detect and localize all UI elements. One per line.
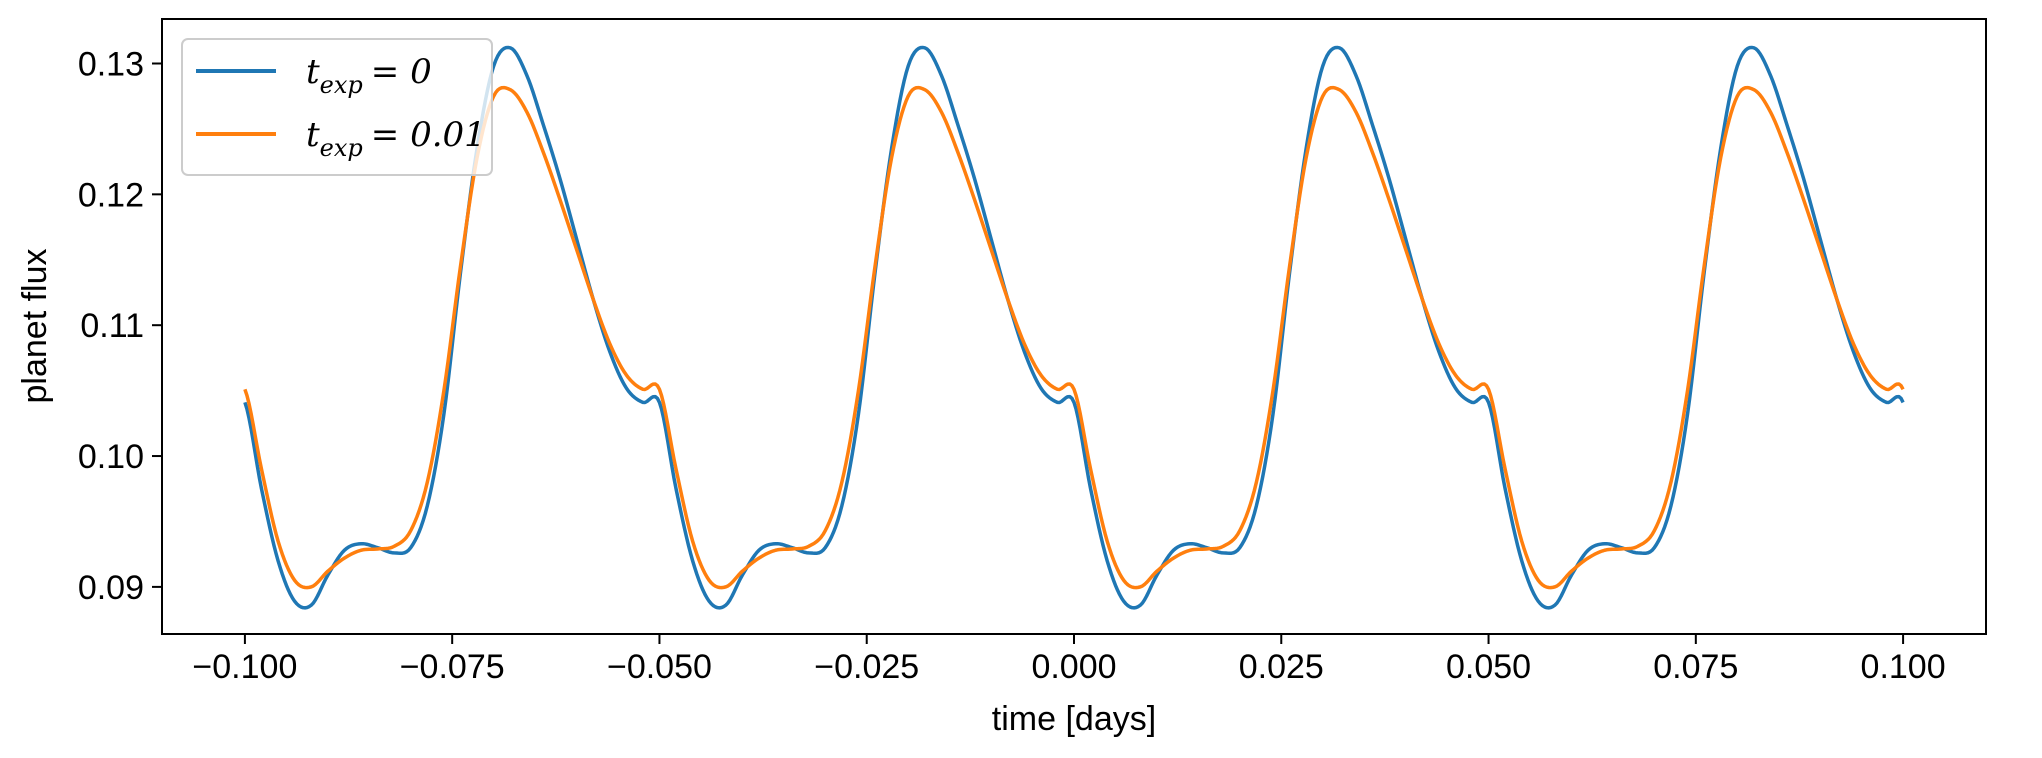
y-tick-label: 0.09	[78, 569, 144, 607]
legend-value-texp-0: = 0	[371, 52, 432, 92]
x-tick-label: −0.100	[192, 648, 297, 686]
legend-entry-texp-001: texp = 0.01	[306, 115, 486, 162]
x-tick-label: 0.050	[1446, 648, 1531, 686]
y-axis-title: planet flux	[16, 249, 54, 404]
y-tick-label: 0.10	[78, 438, 144, 476]
x-tick-label: −0.050	[607, 648, 712, 686]
legend-base-texp-0: t	[306, 52, 320, 92]
legend-sub-texp-001: exp	[320, 134, 363, 162]
x-tick-label: 0.000	[1031, 648, 1116, 686]
legend-value-texp-001: = 0.01	[371, 115, 486, 155]
y-tick-label: 0.11	[80, 307, 144, 345]
x-axis-title: time [days]	[992, 700, 1156, 738]
x-tick-label: 0.025	[1239, 648, 1324, 686]
x-tick-label: 0.100	[1861, 648, 1946, 686]
y-axis: 0.09 0.10 0.11 0.12 0.13	[78, 45, 162, 607]
x-tick-label: 0.075	[1653, 648, 1738, 686]
series-layer	[243, 45, 1905, 610]
x-tick-label: −0.025	[814, 648, 919, 686]
y-tick-label: 0.12	[78, 176, 144, 214]
x-axis: −0.100 −0.075 −0.050 −0.025 0.000 0.025 0.050 0…	[192, 634, 1946, 686]
x-tick-label: −0.075	[400, 648, 505, 686]
y-tick-label: 0.13	[78, 45, 144, 83]
legend-entry-texp-0: texp = 0	[306, 52, 432, 99]
legend: texp = 0 texp = 0.01	[181, 38, 493, 176]
legend-base-texp-001: t	[306, 115, 320, 155]
legend-sub-texp-0: exp	[320, 71, 363, 99]
series-line-1	[243, 85, 1905, 590]
